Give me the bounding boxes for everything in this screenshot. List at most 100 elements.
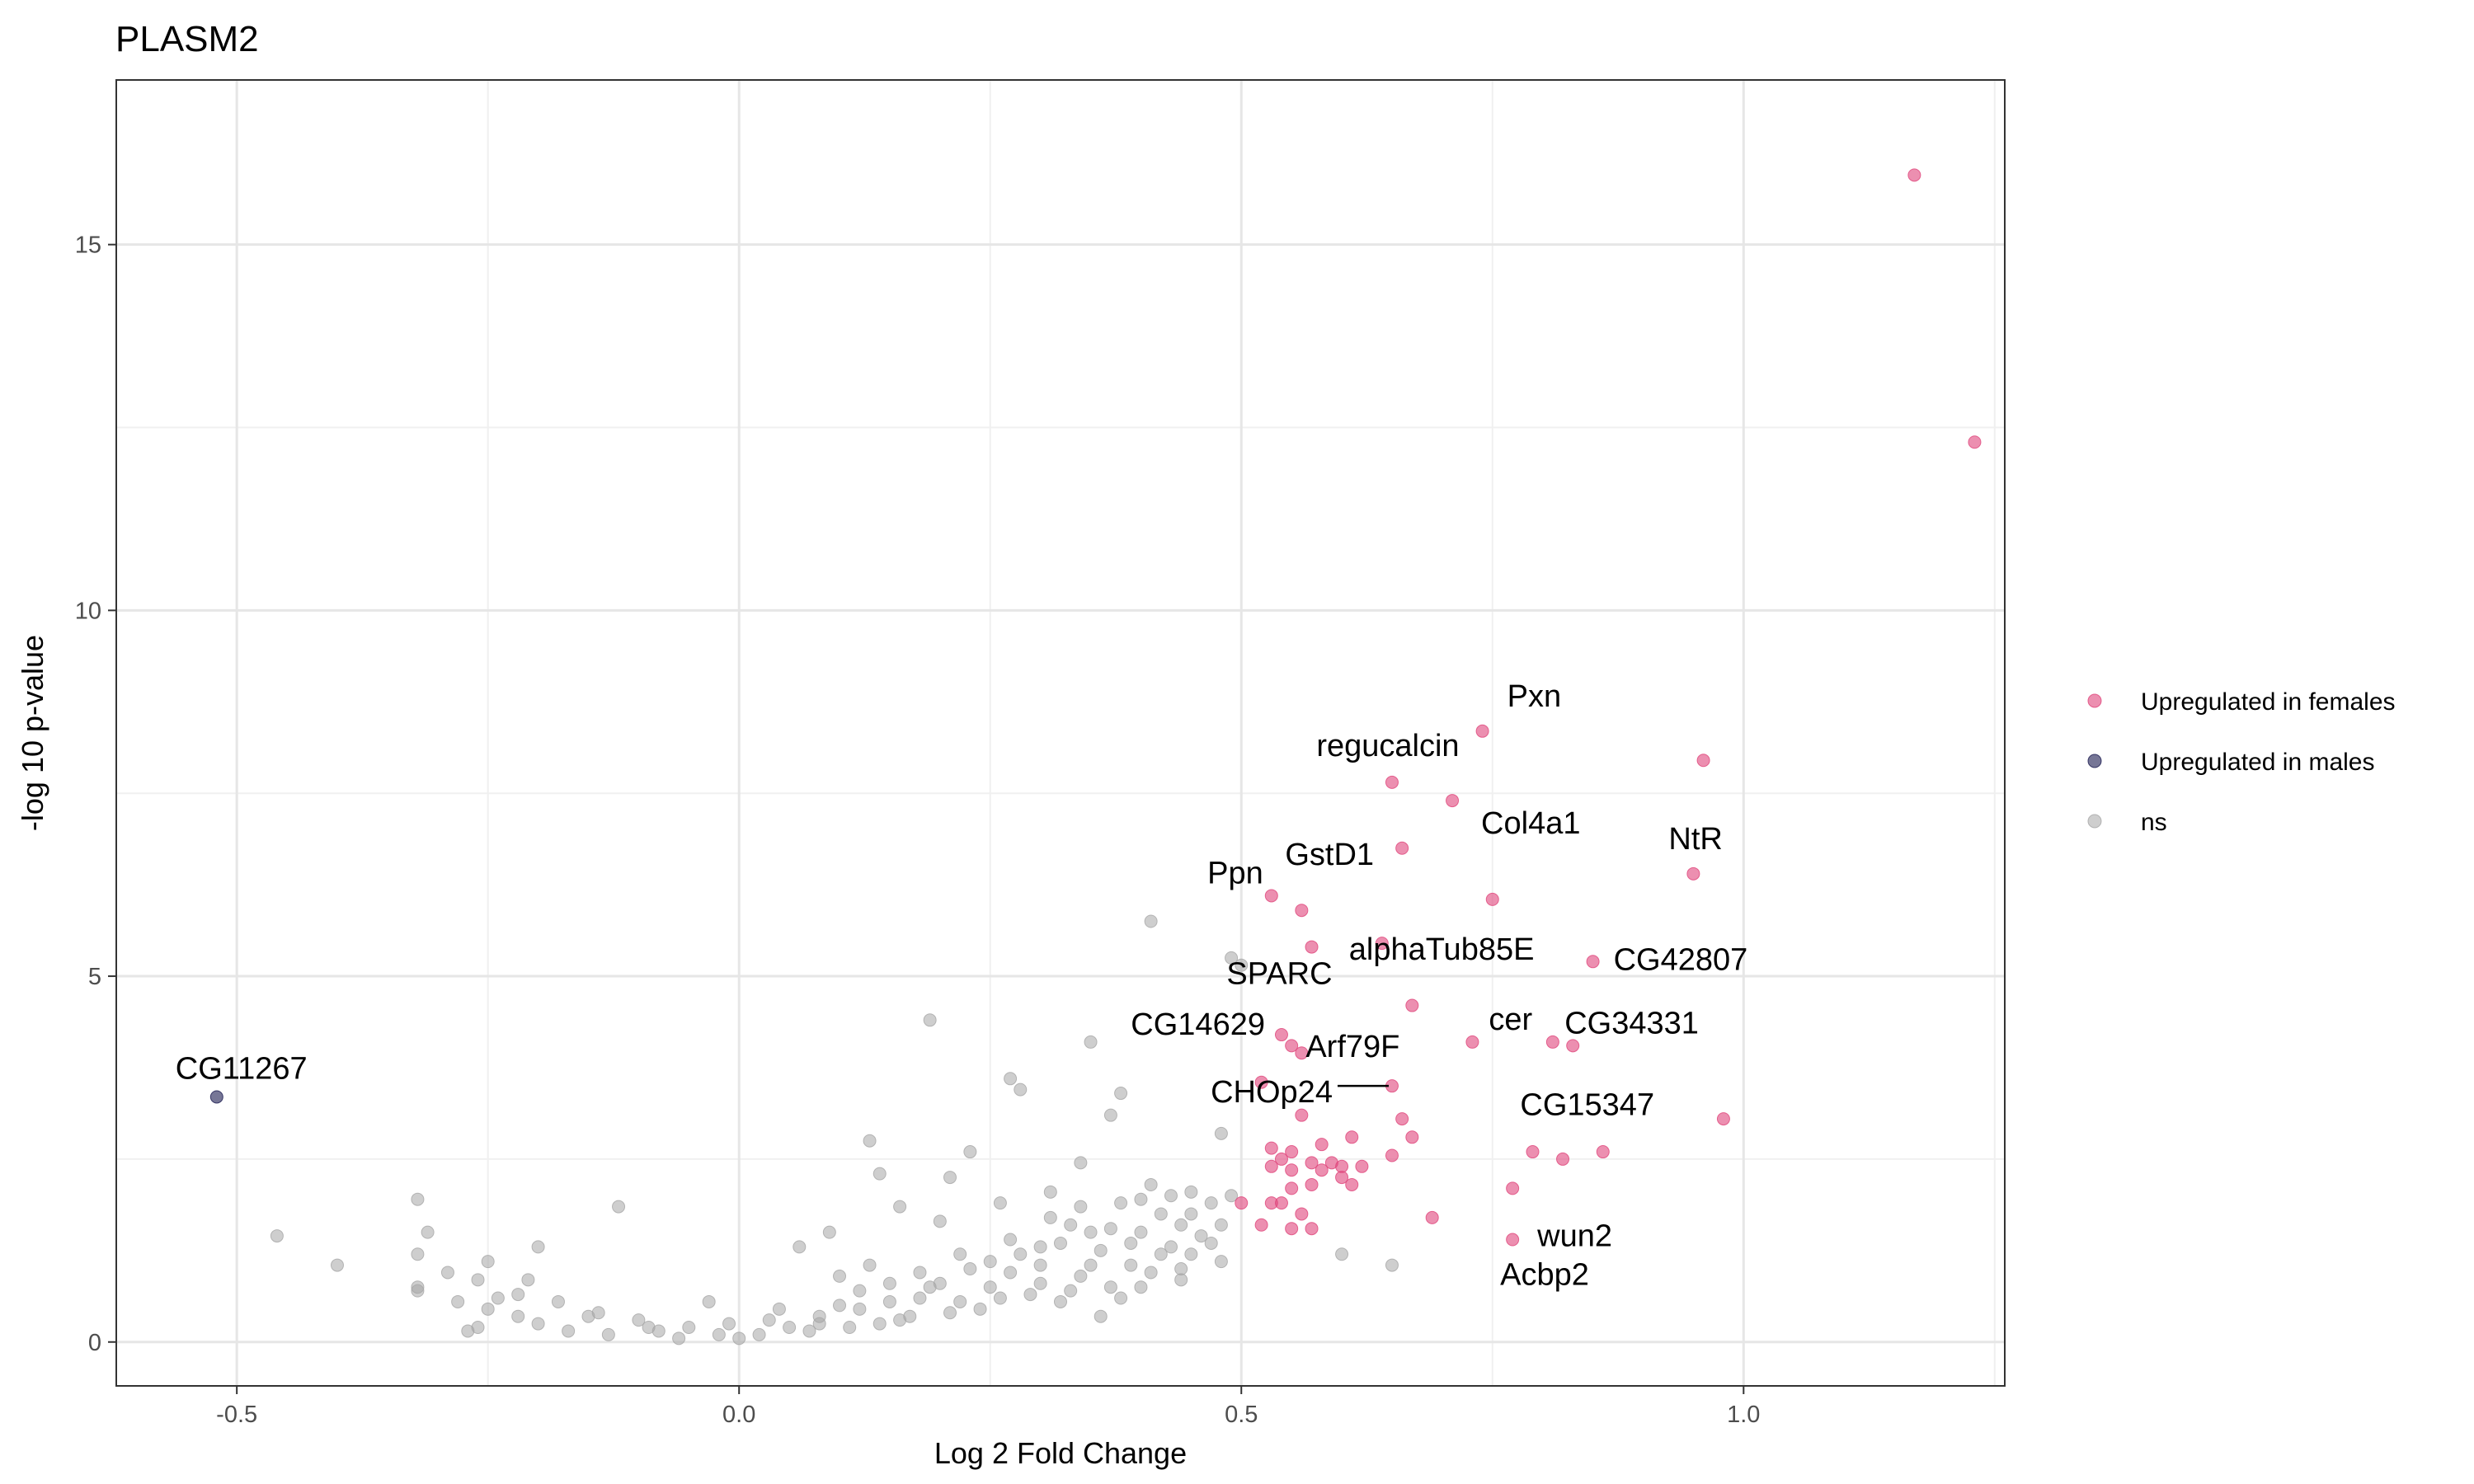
ns-point xyxy=(722,1317,736,1331)
female-point xyxy=(1968,435,1982,449)
gene-label: CHOp24 xyxy=(1211,1075,1333,1110)
ns-point xyxy=(752,1327,766,1341)
female-point xyxy=(1305,1156,1319,1170)
female-point xyxy=(1295,904,1309,918)
female-point xyxy=(1285,1181,1299,1195)
gene-label: Col4a1 xyxy=(1481,806,1580,841)
ns-point xyxy=(1124,1236,1138,1250)
ns-point xyxy=(481,1255,495,1269)
ns-point xyxy=(1164,1189,1178,1203)
grid-lines xyxy=(116,80,2005,1386)
female-point xyxy=(1556,1152,1570,1166)
female-point xyxy=(1545,1035,1559,1049)
ns-point xyxy=(491,1291,505,1305)
ns-point xyxy=(1134,1225,1148,1239)
ns-point xyxy=(612,1200,626,1214)
ns-point xyxy=(1225,1189,1239,1203)
ns-point xyxy=(511,1309,525,1323)
ns-point xyxy=(793,1240,807,1254)
female-point xyxy=(1285,1222,1299,1236)
ns-point xyxy=(833,1298,847,1313)
ns-point xyxy=(882,1294,896,1308)
gene-label: alphaTub85E xyxy=(1349,932,1535,967)
female-point xyxy=(1335,1159,1349,1173)
ns-point xyxy=(421,1225,435,1239)
gene-label: cer xyxy=(1489,1003,1532,1037)
ns-point xyxy=(923,1280,937,1294)
ns-point xyxy=(843,1321,857,1335)
ns-point xyxy=(1134,1280,1148,1294)
ns-point xyxy=(1043,1210,1057,1224)
ns-point xyxy=(1184,1185,1198,1199)
ns-point xyxy=(882,1276,896,1290)
female-point xyxy=(1305,1222,1319,1236)
ns-point xyxy=(913,1291,927,1305)
ns-point xyxy=(1214,1255,1228,1269)
ns-point xyxy=(853,1302,867,1316)
x-tick-label: -0.5 xyxy=(216,1402,257,1428)
x-axis-ticks: -0.5 0.0 0.5 1.0 xyxy=(216,1386,1760,1428)
female-point xyxy=(1526,1145,1540,1159)
ns-point xyxy=(1114,1087,1128,1101)
ns-point xyxy=(1164,1240,1178,1254)
ns-point xyxy=(762,1313,776,1327)
female-point xyxy=(1305,940,1319,954)
ns-point xyxy=(953,1294,967,1308)
female-point xyxy=(1295,1108,1309,1122)
legend-label: ns xyxy=(2141,809,2167,836)
ns-point xyxy=(1084,1258,1098,1272)
female-point xyxy=(1315,1138,1329,1152)
female-point xyxy=(1716,1112,1730,1126)
female-point xyxy=(1405,1130,1419,1144)
female-point xyxy=(1586,955,1600,969)
ns-point xyxy=(802,1324,816,1338)
female-point xyxy=(1345,1177,1359,1191)
gene-label: CG11267 xyxy=(176,1051,308,1086)
ns-point xyxy=(1074,1156,1088,1170)
gene-label: NtR xyxy=(1668,822,1722,857)
chart-title: PLASM2 xyxy=(115,19,259,59)
ns-point xyxy=(1154,1207,1168,1221)
ns-point xyxy=(1004,1233,1018,1247)
female-point xyxy=(1315,1163,1329,1177)
ns-point xyxy=(893,1313,907,1327)
ns-point xyxy=(531,1317,545,1331)
legend: Upregulated in females Upregulated in mal… xyxy=(2087,688,2396,836)
ns-point xyxy=(1033,1258,1047,1272)
female-point xyxy=(1475,724,1489,738)
female-point xyxy=(1295,1046,1309,1060)
ns-point xyxy=(1194,1229,1208,1243)
ns-point xyxy=(963,1262,977,1276)
ns-point xyxy=(531,1240,545,1254)
gene-label: Arf79F xyxy=(1305,1030,1399,1064)
female-point xyxy=(1335,1171,1349,1185)
ns-point xyxy=(411,1247,425,1261)
ns-point xyxy=(732,1331,746,1345)
female-point xyxy=(1274,1196,1288,1210)
ns-point xyxy=(1023,1288,1037,1302)
gene-label: regucalcin xyxy=(1316,729,1459,763)
female-point xyxy=(1285,1145,1299,1159)
ns-point xyxy=(872,1167,887,1181)
female-point xyxy=(1254,1075,1268,1089)
female-point xyxy=(1446,794,1460,808)
gene-label: CG34331 xyxy=(1564,1006,1699,1040)
gene-label: Ppn xyxy=(1207,856,1263,890)
female-point xyxy=(1506,1233,1520,1247)
ns-point xyxy=(1084,1035,1098,1049)
female-point xyxy=(1264,889,1278,903)
female-point xyxy=(1465,1035,1479,1049)
ns-point xyxy=(1335,1247,1349,1261)
ns-point xyxy=(822,1225,836,1239)
ns-point xyxy=(812,1317,826,1331)
y-tick-label: 0 xyxy=(88,1330,101,1356)
ns-point xyxy=(1103,1222,1117,1236)
female-point xyxy=(1907,168,1921,182)
ns-point xyxy=(682,1321,696,1335)
ns-point xyxy=(1124,1258,1138,1272)
ns-point xyxy=(1064,1284,1078,1298)
ns-point xyxy=(672,1331,686,1345)
y-tick-label: 5 xyxy=(88,964,101,990)
gene-label: CG15347 xyxy=(1520,1088,1654,1123)
legend-key xyxy=(2087,754,2102,768)
